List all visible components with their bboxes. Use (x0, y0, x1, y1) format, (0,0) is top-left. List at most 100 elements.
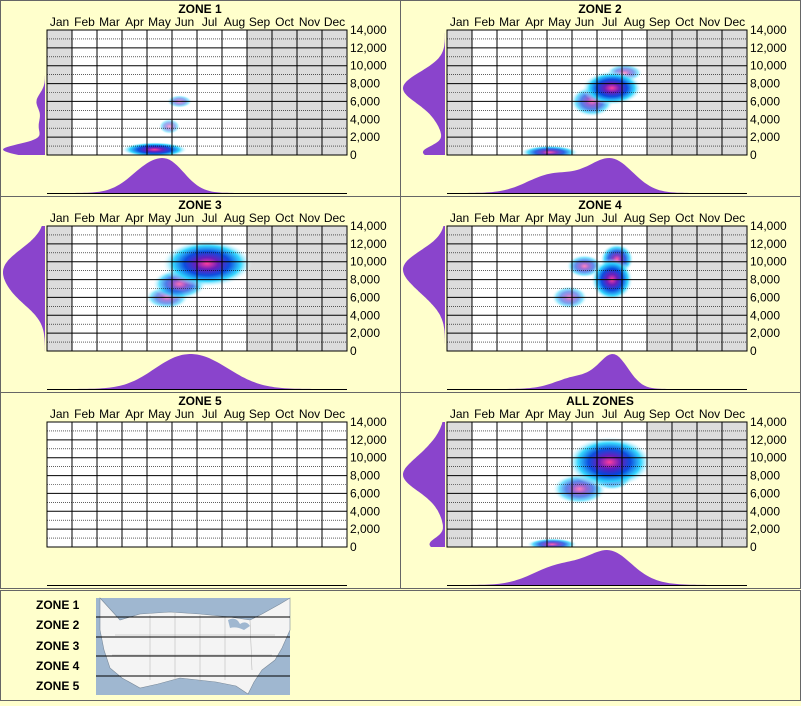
heat-blob (162, 239, 252, 288)
y-tick-label: 0 (350, 148, 357, 162)
zone-panel-4: ZONE 4 Jan Feb Mar Apr May Jun Jul Aug Sep Oct Nov D… (400, 196, 801, 393)
month-tick-label: Mar (99, 211, 120, 225)
month-density-curve (447, 158, 747, 193)
month-tick-label: Sep (249, 407, 271, 421)
month-tick-label: Jun (175, 407, 194, 421)
y-tick-label: 4,000 (350, 504, 380, 518)
month-tick-label: Apr (525, 15, 544, 29)
month-tick-label: May (148, 15, 171, 29)
y-tick-label: 0 (750, 540, 757, 554)
month-tick-label: Aug (624, 407, 645, 421)
panel-title: ALL ZONES (566, 394, 634, 408)
panel-title: ZONE 4 (578, 198, 622, 212)
y-tick-label: 4,000 (750, 112, 780, 126)
month-tick-label: Jun (175, 15, 194, 29)
month-tick-label: Sep (249, 15, 271, 29)
panel-title: ZONE 5 (178, 394, 222, 408)
month-tick-label: Dec (324, 407, 345, 421)
legend-zone-3-label: ZONE 3 (36, 639, 80, 653)
y-tick-label: 0 (350, 540, 357, 554)
month-tick-label: Jan (50, 15, 69, 29)
month-tick-label: Feb (474, 407, 495, 421)
month-tick-label: Apr (125, 15, 144, 29)
month-tick-label: Nov (299, 407, 320, 421)
y-tick-label: 12,000 (750, 433, 787, 447)
month-tick-label: Dec (324, 15, 345, 29)
month-tick-label: Feb (474, 15, 495, 29)
month-tick-label: Feb (74, 211, 95, 225)
panel-title: ZONE 1 (178, 2, 222, 16)
y-tick-label: 14,000 (750, 415, 787, 429)
y-tick-label: 8,000 (350, 273, 380, 287)
elevation-density-curve (3, 30, 45, 155)
heat-blob (567, 436, 652, 488)
elevation-density-curve (403, 422, 445, 547)
month-tick-label: Oct (675, 15, 694, 29)
usa-map-icon (96, 597, 291, 695)
y-tick-label: 14,000 (350, 415, 387, 429)
month-tick-label: Mar (499, 407, 520, 421)
month-tick-label: Feb (474, 211, 495, 225)
month-tick-label: Nov (699, 211, 720, 225)
month-tick-label: Oct (275, 407, 294, 421)
y-tick-label: 14,000 (750, 219, 787, 233)
month-tick-label: Aug (624, 15, 645, 29)
y-tick-label: 8,000 (350, 77, 380, 91)
month-tick-label: Dec (324, 211, 345, 225)
y-tick-label: 2,000 (750, 130, 780, 144)
y-tick-label: 6,000 (750, 94, 780, 108)
month-density-curve (47, 158, 347, 193)
month-tick-label: Jan (450, 211, 469, 225)
month-tick-label: Dec (724, 15, 745, 29)
month-tick-label: Aug (624, 211, 645, 225)
month-tick-label: Mar (499, 15, 520, 29)
y-tick-label: 2,000 (350, 326, 380, 340)
heat-blob (121, 142, 188, 155)
month-tick-label: Sep (649, 407, 671, 421)
month-tick-label: Apr (525, 407, 544, 421)
month-tick-label: Oct (275, 15, 294, 29)
month-tick-label: Jun (575, 15, 594, 29)
panel-title: ZONE 3 (178, 198, 222, 212)
zone-legend-svg: ZONE 1 ZONE 2 ZONE 3 ZONE 4 ZONE 5 (0, 590, 801, 701)
y-tick-label: 4,000 (750, 504, 780, 518)
zone-panel-6: ALL ZONES Jan Feb Mar Apr May Jun Jul Aug Sep Oct N… (400, 392, 801, 589)
y-tick-label: 12,000 (750, 41, 787, 55)
month-tick-label: May (148, 407, 171, 421)
zone-panel-5: ZONE 5 Jan Feb Mar Apr May Jun Jul Aug Sep Oct Nov D… (0, 392, 401, 589)
y-tick-label: 4,000 (750, 308, 780, 322)
y-tick-label: 12,000 (750, 237, 787, 251)
month-tick-label: Jun (175, 211, 194, 225)
heat-blob (520, 145, 579, 155)
month-tick-label: Oct (275, 211, 294, 225)
month-tick-label: May (548, 407, 571, 421)
legend-zone-5-label: ZONE 5 (36, 679, 80, 693)
y-tick-label: 0 (750, 148, 757, 162)
y-tick-label: 6,000 (350, 290, 380, 304)
month-tick-label: Apr (525, 211, 544, 225)
month-tick-label: Sep (649, 211, 671, 225)
month-tick-label: Aug (224, 211, 245, 225)
month-tick-label: May (548, 211, 571, 225)
y-tick-label: 0 (350, 344, 357, 358)
month-tick-label: Oct (675, 407, 694, 421)
month-tick-label: Jul (202, 407, 217, 421)
month-tick-label: Nov (299, 15, 320, 29)
chart-panels: ZONE 1 Jan Feb Mar Apr May Jun Jul Aug Sep Oct Nov D… (0, 0, 801, 589)
y-tick-label: 12,000 (350, 433, 387, 447)
y-tick-label: 6,000 (750, 290, 780, 304)
legend-zone-1-label: ZONE 1 (36, 598, 80, 612)
month-tick-label: Feb (74, 15, 95, 29)
month-tick-label: Jun (575, 407, 594, 421)
month-tick-label: May (148, 211, 171, 225)
heat-blob (582, 70, 642, 106)
y-tick-label: 4,000 (350, 112, 380, 126)
month-tick-label: Mar (499, 211, 520, 225)
month-tick-label: Jan (450, 407, 469, 421)
month-tick-label: Jan (50, 407, 69, 421)
month-tick-label: Feb (74, 407, 95, 421)
month-tick-label: Oct (675, 211, 694, 225)
month-tick-label: Nov (299, 211, 320, 225)
month-tick-label: May (548, 15, 571, 29)
month-tick-label: Jul (202, 211, 217, 225)
